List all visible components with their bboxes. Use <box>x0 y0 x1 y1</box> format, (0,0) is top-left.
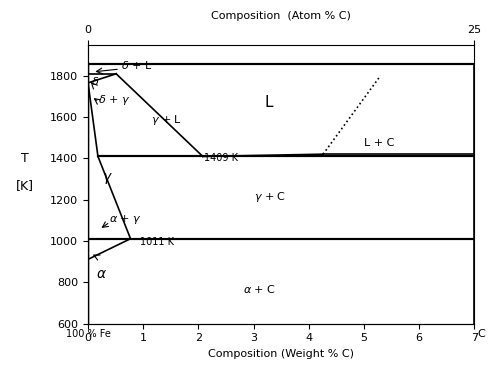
Text: [K]: [K] <box>16 179 34 192</box>
Text: $\gamma$: $\gamma$ <box>102 171 112 186</box>
X-axis label: Composition  (Atom % C): Composition (Atom % C) <box>211 12 350 21</box>
Text: T: T <box>20 152 28 165</box>
Text: $\alpha$: $\alpha$ <box>96 267 107 281</box>
Text: $\gamma$ + C: $\gamma$ + C <box>253 190 285 203</box>
X-axis label: Composition (Weight % C): Composition (Weight % C) <box>208 349 353 359</box>
Text: L + C: L + C <box>363 138 393 148</box>
Text: 100 % Fe: 100 % Fe <box>65 329 110 339</box>
Text: $\alpha$ + C: $\alpha$ + C <box>242 283 275 295</box>
Text: L: L <box>264 94 273 110</box>
Text: $\delta$ + L: $\delta$ + L <box>121 60 152 71</box>
Text: $\delta$: $\delta$ <box>91 75 99 87</box>
Text: 1409 K: 1409 K <box>203 153 238 163</box>
Text: $\delta$ + $\gamma$: $\delta$ + $\gamma$ <box>98 93 130 106</box>
Text: C: C <box>476 329 484 339</box>
Text: 1011 K: 1011 K <box>140 237 174 247</box>
Text: $\alpha$ + $\gamma$: $\alpha$ + $\gamma$ <box>109 214 142 227</box>
Text: $\gamma$ + L: $\gamma$ + L <box>151 113 182 127</box>
